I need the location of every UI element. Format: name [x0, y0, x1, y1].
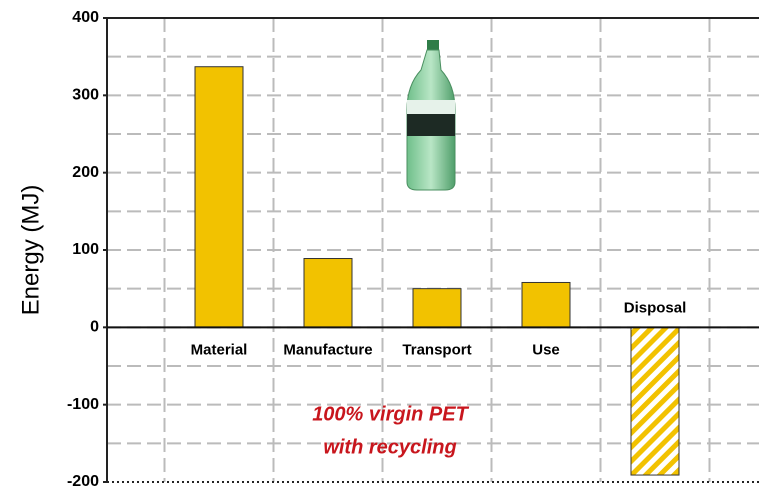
bar [194, 66, 244, 328]
y-tick-label: -100 [67, 396, 99, 413]
annotation: 100% virgin PET [312, 403, 469, 425]
bar [303, 258, 353, 328]
y-tick-label: -200 [67, 473, 99, 490]
y-tick-label: 100 [72, 241, 99, 258]
annotation: with recycling [323, 436, 456, 458]
x-tick-label: Transport [402, 341, 471, 358]
y-tick-label: 0 [90, 319, 99, 336]
y-tick-label: 200 [72, 164, 99, 181]
x-tick-label: Manufacture [283, 341, 372, 358]
bar [521, 281, 571, 328]
x-tick-label: Disposal [624, 299, 687, 316]
bar [412, 288, 462, 328]
bottle-image [406, 40, 456, 191]
x-tick-label: Use [532, 341, 560, 358]
bar [630, 326, 680, 476]
y-tick-label: 300 [72, 87, 99, 104]
y-axis-label: Energy (MJ) [17, 185, 44, 316]
y-tick-label: 400 [72, 9, 99, 26]
x-tick-label: Material [191, 341, 248, 358]
